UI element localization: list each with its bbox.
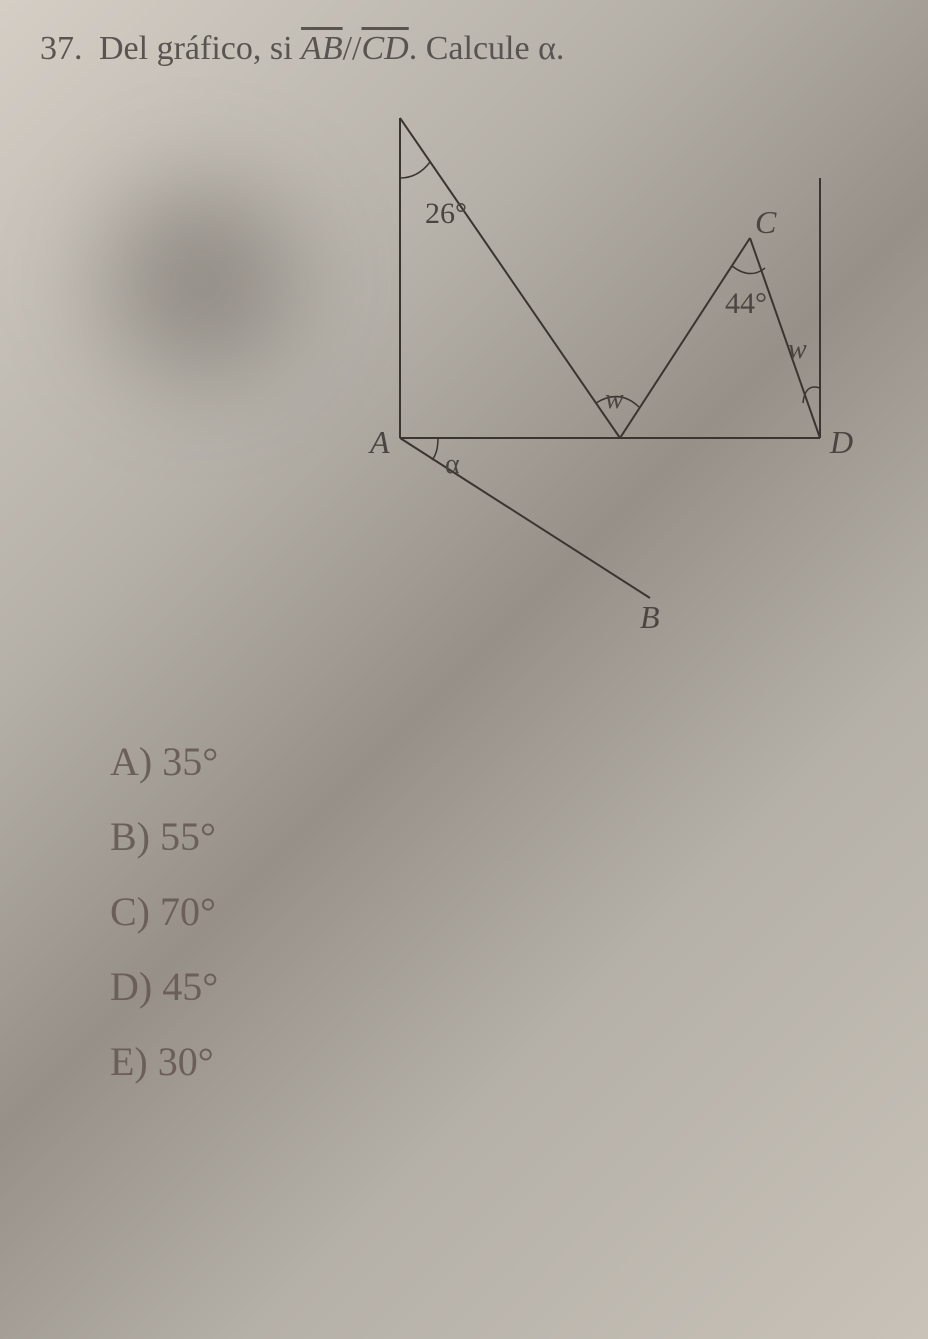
arc-alpha	[432, 438, 438, 460]
label-w1: w	[605, 384, 624, 415]
line-diag-left	[400, 118, 620, 438]
option-c: C) 70°	[110, 888, 888, 935]
option-c-value: 70°	[160, 889, 216, 934]
point-b: B	[640, 599, 660, 635]
option-a: A) 35°	[110, 738, 888, 785]
option-e-value: 30°	[158, 1039, 214, 1084]
line-ab	[400, 438, 650, 598]
option-b: B) 55°	[110, 813, 888, 860]
point-a: A	[368, 424, 390, 460]
label-alpha: α	[445, 449, 460, 480]
figure-svg: 26° 44° w w α A D C B	[320, 108, 920, 658]
label-w2: w	[788, 334, 807, 365]
arc-26	[400, 162, 430, 178]
option-e: E) 30°	[110, 1038, 888, 1085]
label-26: 26°	[425, 197, 467, 230]
option-b-value: 55°	[160, 814, 216, 859]
photo-shadow	[60, 140, 340, 420]
point-c: C	[755, 204, 777, 240]
problem-statement: 37. Del gráfico, si AB//CD. Calcule α.	[40, 30, 888, 68]
geometry-figure: 26° 44° w w α A D C B	[320, 108, 920, 658]
problem-prefix: Del gráfico, si	[99, 30, 301, 67]
parallel-symbol: //	[343, 30, 362, 67]
segment-cd: CD	[362, 30, 409, 67]
answer-options: A) 35° B) 55° C) 70° D) 45° E) 30°	[110, 738, 888, 1085]
option-a-value: 35°	[162, 739, 218, 784]
problem-suffix: . Calcule α.	[409, 30, 565, 67]
label-44: 44°	[725, 287, 767, 320]
option-d: D) 45°	[110, 963, 888, 1010]
line-c-to-d	[750, 238, 820, 438]
segment-ab: AB	[301, 30, 343, 67]
point-d: D	[829, 424, 853, 460]
option-d-value: 45°	[162, 964, 218, 1009]
problem-number: 37.	[40, 30, 83, 67]
